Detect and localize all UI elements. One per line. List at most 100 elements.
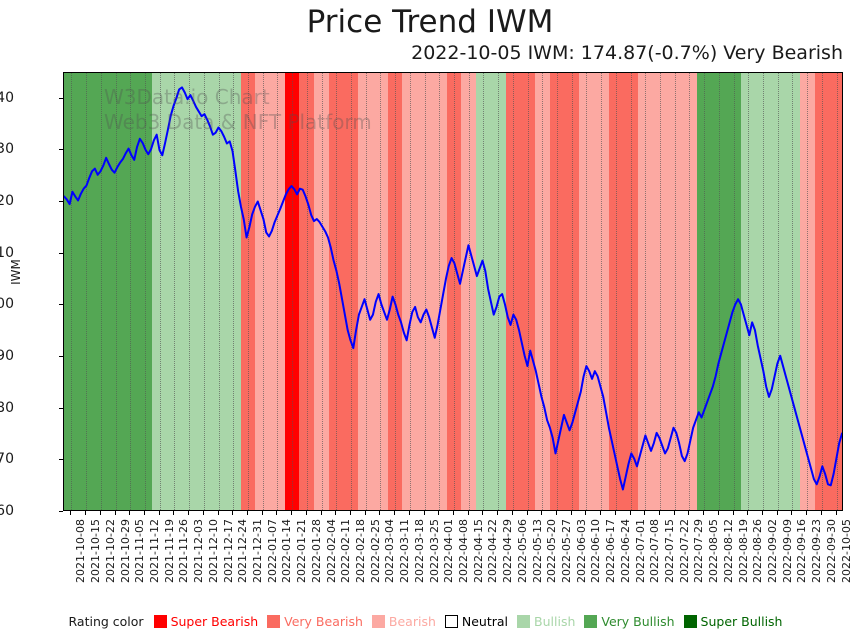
x-axis-tick-mark xyxy=(629,511,631,515)
x-axis-tick-mark xyxy=(85,511,87,515)
x-axis-tick-label: 2022-02-04 xyxy=(324,519,338,583)
legend-swatch xyxy=(267,615,281,628)
x-axis-tick-mark xyxy=(408,511,410,515)
grid-line xyxy=(247,73,249,510)
x-axis-tick-mark xyxy=(188,511,190,515)
legend-label: Very Bearish xyxy=(284,614,363,629)
grid-line xyxy=(424,73,426,510)
grid-line xyxy=(763,73,765,510)
legend-item[interactable]: Neutral xyxy=(444,614,508,629)
legend-item[interactable]: Very Bullish xyxy=(584,614,675,629)
x-axis-tick-mark xyxy=(511,511,513,515)
x-axis-tick-label: 2021-11-12 xyxy=(147,519,161,583)
x-axis-tick-label: 2022-07-29 xyxy=(692,519,706,583)
grid-line xyxy=(395,73,397,510)
legend-swatch xyxy=(153,615,167,628)
x-axis-tick-label: 2022-10-05 xyxy=(839,519,853,583)
grid-line xyxy=(454,73,455,510)
price-line-series xyxy=(64,73,842,510)
grid-line xyxy=(189,73,191,510)
grid-line xyxy=(203,73,205,510)
legend-swatch xyxy=(517,615,531,628)
grid-line xyxy=(365,73,367,510)
legend-item[interactable]: Bearish xyxy=(371,614,436,629)
x-axis-tick-mark xyxy=(820,511,822,515)
grid-line xyxy=(630,73,632,510)
legend-label: Very Bullish xyxy=(601,614,675,629)
legend-item[interactable]: Super Bearish xyxy=(153,614,259,629)
x-axis-tick-mark xyxy=(217,511,219,515)
legend-title: Rating color xyxy=(68,614,144,629)
x-axis-tick-mark xyxy=(394,511,396,515)
grid-line xyxy=(718,73,720,510)
grid-line xyxy=(468,73,470,510)
grid-line xyxy=(292,73,294,510)
x-axis-tick-mark xyxy=(688,511,690,515)
x-axis-tick-label: 2022-02-18 xyxy=(353,519,367,583)
y-axis-tick-label: 200 xyxy=(0,296,14,313)
legend-label: Super Bullish xyxy=(700,614,783,629)
x-axis-tick-label: 2021-12-17 xyxy=(221,519,235,583)
x-axis-tick-mark xyxy=(114,511,116,515)
x-axis-tick-label: 2021-10-08 xyxy=(74,519,88,583)
x-axis-tick-mark xyxy=(659,511,661,515)
grid-line xyxy=(159,73,161,510)
grid-line xyxy=(277,73,279,510)
y-axis-tick-mark xyxy=(59,252,63,254)
grid-line xyxy=(380,73,382,510)
x-axis-tick-mark xyxy=(482,511,484,515)
x-axis-tick-label: 2022-03-18 xyxy=(412,519,426,583)
x-axis-tick-mark xyxy=(70,511,72,515)
grid-line xyxy=(792,73,794,510)
x-axis-tick-label: 2022-04-22 xyxy=(486,519,500,583)
grid-line xyxy=(704,73,706,510)
x-axis-tick-mark xyxy=(246,511,248,515)
grid-line xyxy=(689,73,691,510)
legend-swatch xyxy=(683,615,697,628)
x-axis-tick-label: 2022-07-15 xyxy=(663,519,677,583)
x-axis-tick-label: 2022-01-21 xyxy=(295,519,309,583)
y-axis-tick-mark xyxy=(59,407,63,409)
grid-line xyxy=(733,73,735,510)
grid-line xyxy=(100,73,102,510)
grid-line xyxy=(71,73,73,510)
x-axis-tick-label: 2021-12-03 xyxy=(192,519,206,583)
x-axis-tick-label: 2022-04-01 xyxy=(442,519,456,583)
x-axis-tick-label: 2022-09-09 xyxy=(780,519,794,583)
y-axis-tick-mark xyxy=(59,97,63,99)
grid-line xyxy=(483,73,485,510)
grid-line xyxy=(542,73,544,510)
x-axis-tick-label: 2022-09-23 xyxy=(810,519,824,583)
x-axis-tick-mark xyxy=(776,511,778,515)
x-axis-tick-mark xyxy=(129,511,131,515)
legend-label: Bearish xyxy=(388,614,436,629)
x-axis-tick-label: 2022-01-14 xyxy=(280,519,294,583)
x-axis-tick-mark xyxy=(600,511,602,515)
x-axis-tick-mark xyxy=(541,511,543,515)
grid-line xyxy=(409,73,411,510)
x-axis-tick-mark xyxy=(585,511,587,515)
grid-line xyxy=(674,73,676,510)
grid-line xyxy=(174,73,176,510)
x-axis-tick-label: 2022-01-28 xyxy=(309,519,323,583)
grid-line xyxy=(262,73,264,510)
x-axis-tick-label: 2021-11-19 xyxy=(162,519,176,583)
grid-line xyxy=(821,73,823,510)
x-axis-tick-mark xyxy=(173,511,175,515)
x-axis-tick-label: 2021-12-10 xyxy=(206,519,220,583)
x-axis-tick-label: 2022-05-13 xyxy=(530,519,544,583)
legend-label: Super Bearish xyxy=(170,614,259,629)
legend-item[interactable]: Super Bullish xyxy=(683,614,783,629)
x-axis-tick-label: 2022-01-07 xyxy=(265,519,279,583)
x-axis-tick-mark xyxy=(762,511,764,515)
legend-item[interactable]: Bullish xyxy=(517,614,575,629)
y-axis-tick-label: 210 xyxy=(0,244,14,261)
x-axis-tick-label: 2022-08-26 xyxy=(751,519,765,583)
grid-line xyxy=(130,73,132,510)
legend-item[interactable]: Very Bearish xyxy=(267,614,363,629)
x-axis-tick-label: 2021-11-26 xyxy=(177,519,191,583)
x-axis-tick-mark xyxy=(644,511,646,515)
x-axis-tick-mark xyxy=(261,511,263,515)
x-axis-tick-mark xyxy=(305,511,307,515)
